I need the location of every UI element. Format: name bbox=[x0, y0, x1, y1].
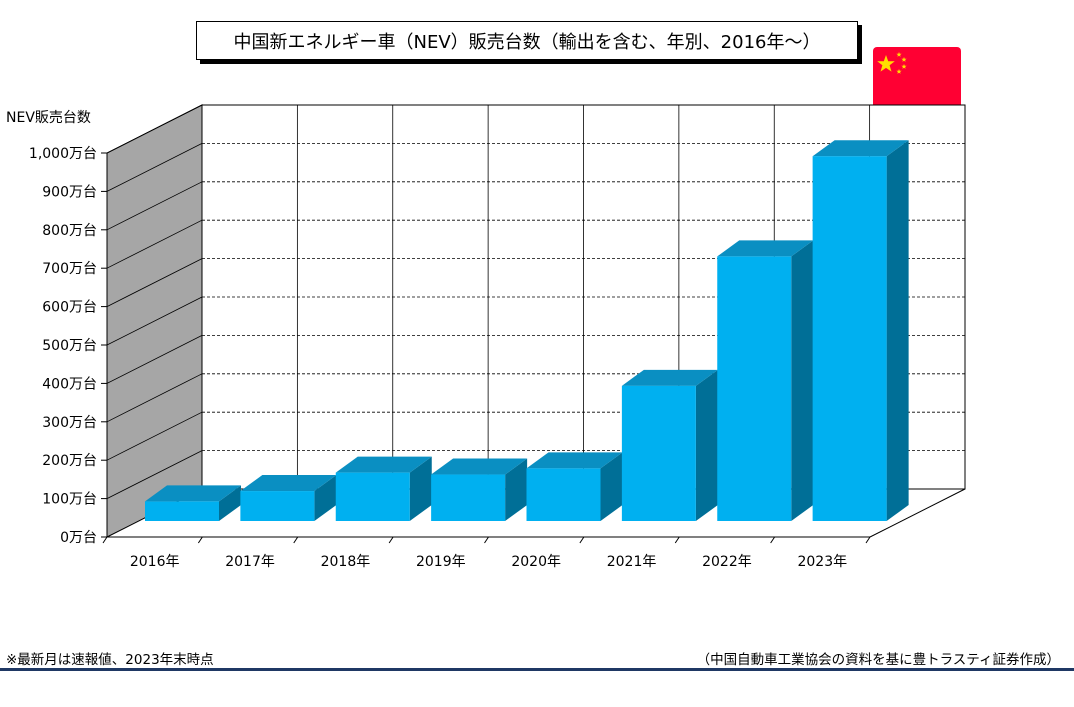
bar-front bbox=[527, 468, 601, 521]
y-tick-label: 200万台 bbox=[42, 453, 97, 469]
bar bbox=[431, 459, 527, 521]
y-axis-title: NEV販売台数 bbox=[6, 110, 91, 126]
bar-front bbox=[431, 475, 505, 521]
x-tick-label: 2020年 bbox=[511, 554, 561, 570]
bar bbox=[336, 457, 432, 521]
x-tick-mark bbox=[771, 537, 775, 543]
bar bbox=[717, 240, 813, 521]
bar bbox=[527, 452, 623, 521]
bar-front bbox=[145, 501, 219, 521]
y-tick-label: 900万台 bbox=[42, 184, 97, 200]
bar-front bbox=[336, 473, 410, 521]
y-tick-label: 600万台 bbox=[42, 300, 97, 316]
x-tick-mark bbox=[294, 537, 298, 543]
x-tick-mark bbox=[675, 537, 679, 543]
x-tick-label: 2021年 bbox=[607, 554, 657, 570]
bar-front bbox=[813, 156, 887, 521]
x-tick-label: 2023年 bbox=[797, 554, 847, 570]
y-tick-label: 1,000万台 bbox=[29, 146, 97, 162]
y-tick-label: 0万台 bbox=[60, 530, 97, 546]
x-tick-label: 2016年 bbox=[130, 554, 180, 570]
bar bbox=[813, 140, 909, 521]
bar-front bbox=[240, 491, 314, 521]
x-tick-label: 2019年 bbox=[416, 554, 466, 570]
bottom-rule bbox=[0, 668, 1074, 671]
y-tick-label: 500万台 bbox=[42, 338, 97, 354]
bar bbox=[240, 475, 336, 521]
footnote-note: ※最新月は速報値、2023年末時点 bbox=[6, 648, 214, 668]
x-tick-mark bbox=[485, 537, 489, 543]
y-tick-label: 100万台 bbox=[42, 492, 97, 508]
x-tick-label: 2022年 bbox=[702, 554, 752, 570]
x-tick-label: 2018年 bbox=[321, 554, 371, 570]
x-tick-mark bbox=[580, 537, 584, 543]
x-tick-mark bbox=[103, 537, 107, 543]
bar-side bbox=[887, 140, 909, 521]
x-tick-mark bbox=[866, 537, 870, 543]
bar-front bbox=[622, 386, 696, 521]
bar-front bbox=[717, 256, 791, 521]
x-tick-label: 2017年 bbox=[225, 554, 275, 570]
bar bbox=[622, 370, 718, 521]
footnote-source: （中国自動車工業協会の資料を基に豊トラスティ証券作成） bbox=[697, 648, 1060, 668]
bar-side bbox=[696, 370, 718, 521]
y-tick-label: 800万台 bbox=[42, 223, 97, 239]
y-tick-label: 700万台 bbox=[42, 261, 97, 277]
y-tick-label: 300万台 bbox=[42, 415, 97, 431]
x-tick-mark bbox=[389, 537, 393, 543]
y-tick-label: 400万台 bbox=[42, 376, 97, 392]
x-tick-mark bbox=[198, 537, 202, 543]
bar-side bbox=[791, 240, 813, 521]
